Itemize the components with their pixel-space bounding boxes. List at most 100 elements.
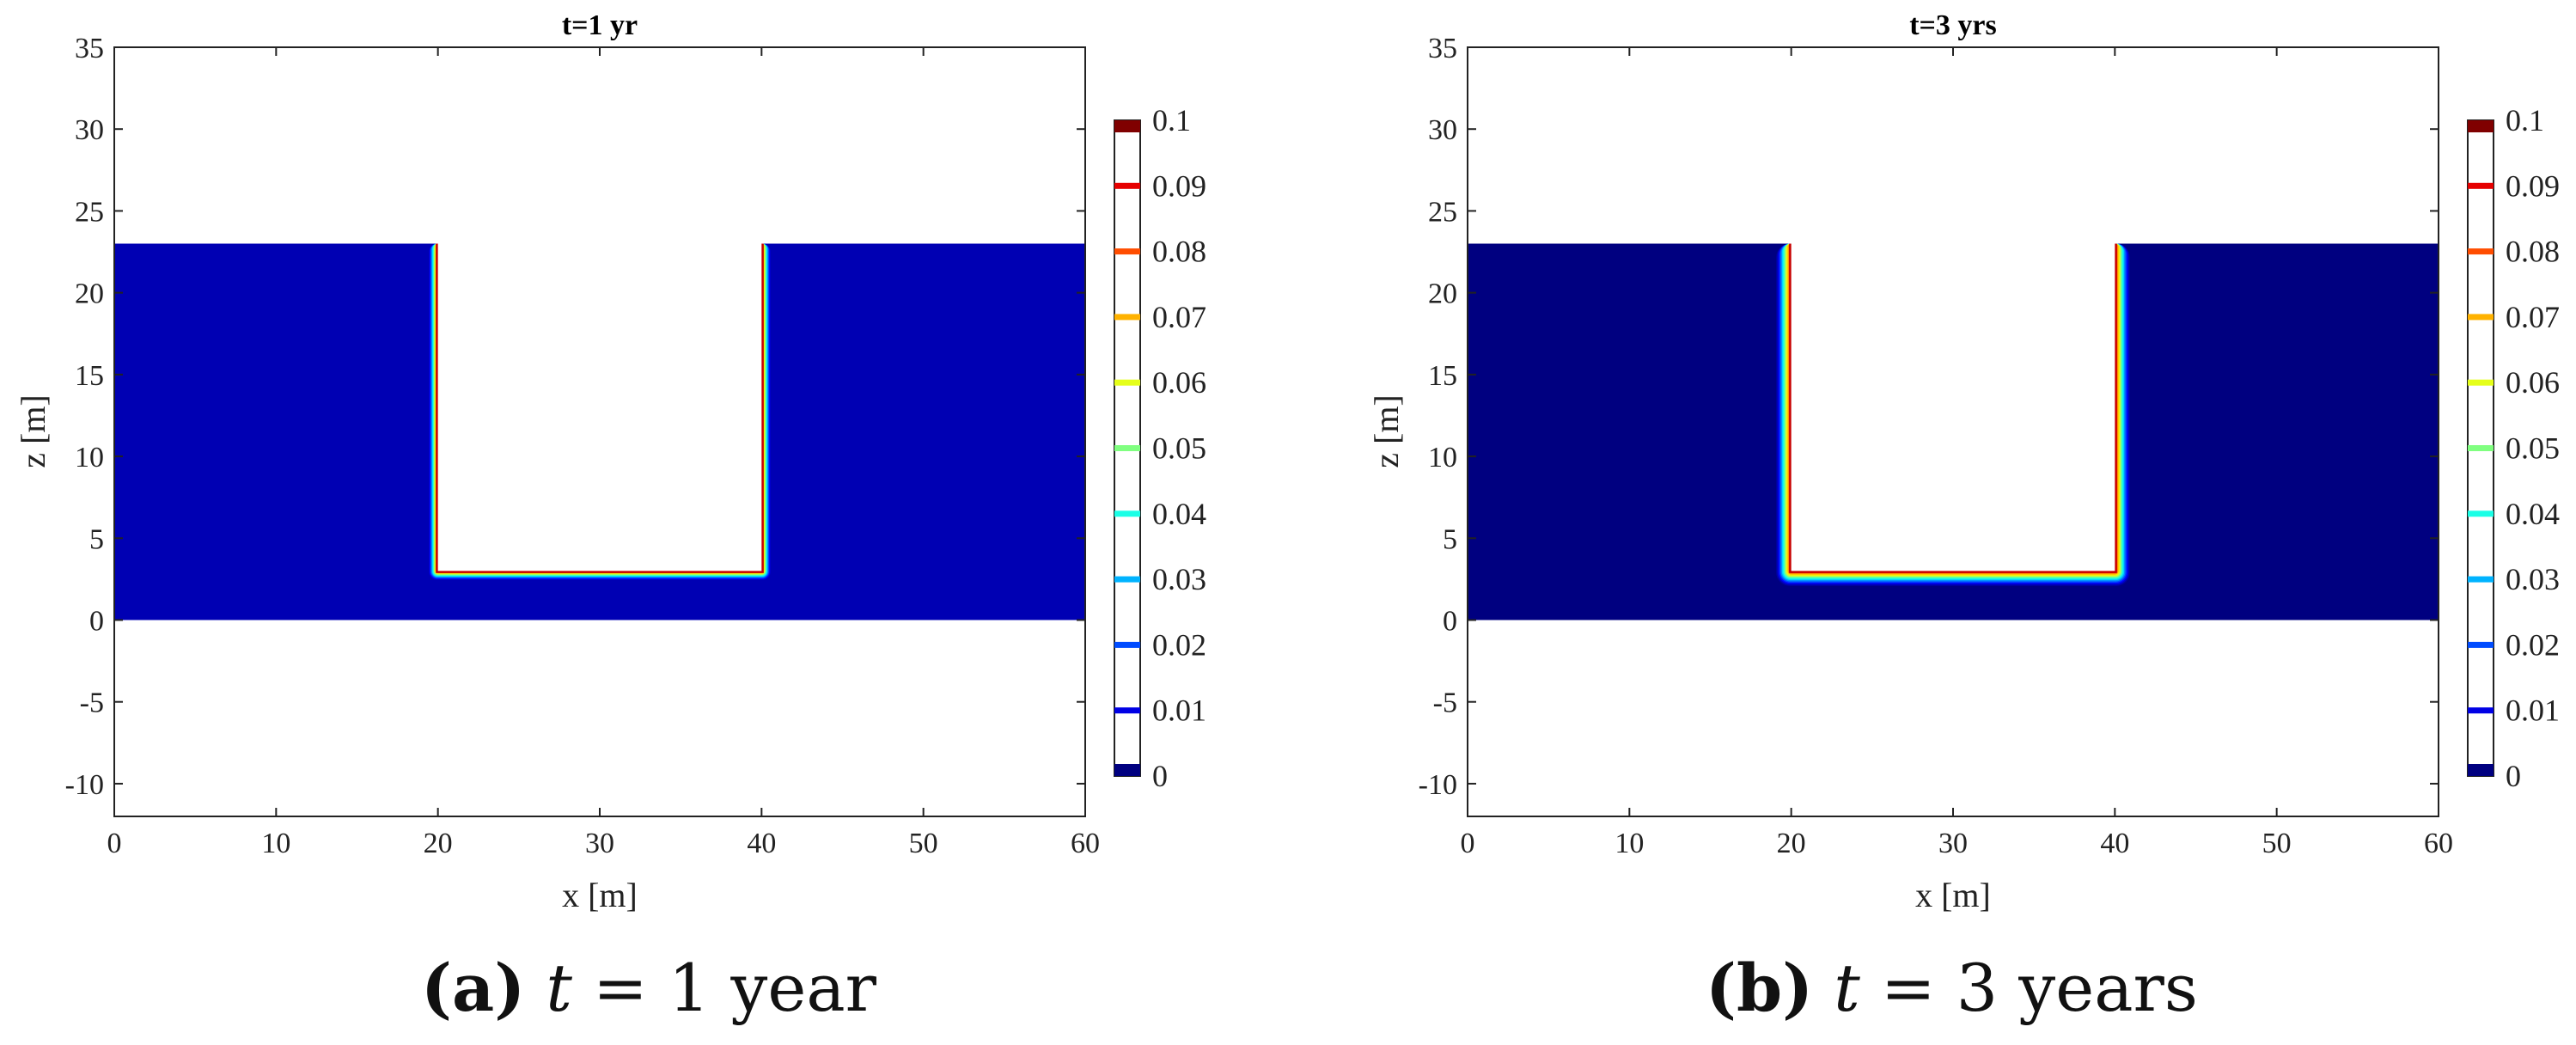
y-tick-label: 15 bbox=[75, 360, 104, 392]
colorbar-tick-label: 0.05 bbox=[2506, 431, 2560, 466]
colorbar-level bbox=[1114, 764, 1140, 776]
x-tick-label: 60 bbox=[1071, 828, 1100, 859]
colorbar-level bbox=[2468, 510, 2494, 517]
colorbar-level bbox=[1114, 248, 1140, 255]
colorbar-tick-label: 0.03 bbox=[1152, 562, 1206, 596]
colorbar-level bbox=[1114, 445, 1140, 451]
y-axis: 35 30 25 20 15 10 5 0 -5 -10 bbox=[1419, 33, 2439, 801]
excavation bbox=[1791, 242, 2115, 571]
colorbar-level bbox=[1114, 641, 1140, 648]
y-tick-label: 25 bbox=[1428, 196, 1457, 228]
colorbar-level bbox=[2468, 707, 2494, 714]
y-tick-label: 5 bbox=[1443, 523, 1457, 555]
colorbar-tick-label: 0 bbox=[2506, 759, 2521, 793]
x-tick-label: 10 bbox=[1615, 828, 1644, 859]
colorbar-level bbox=[2468, 120, 2494, 132]
caption-text: = 3 years bbox=[1880, 950, 2198, 1026]
panel-title: t=1 yr bbox=[562, 9, 638, 41]
colorbar-tick-label: 0.08 bbox=[1152, 235, 1206, 269]
y-tick-label: -5 bbox=[1433, 688, 1457, 719]
x-tick-label: 50 bbox=[2262, 828, 2292, 859]
y-tick-label: -5 bbox=[80, 688, 104, 719]
panel-b: t=3 yrs 0 10 20 30 40 50 60 35302520151050-5-1… bbox=[1367, 9, 2560, 914]
colorbar-tick-label: 0.09 bbox=[1152, 168, 1206, 203]
caption-a: (a) t = 1 year bbox=[421, 950, 876, 1026]
y-axis-label: z [m] bbox=[14, 394, 52, 468]
y-tick-label: 25 bbox=[75, 196, 104, 228]
excavation bbox=[437, 242, 762, 571]
heatmap-field bbox=[1468, 242, 2439, 620]
colorbar: 0.1 0.09 0.08 0.07 0.06 0.05 0.04 0.03 0.02 0.01 0 bbox=[1114, 103, 1206, 793]
x-tick-label: 60 bbox=[2424, 828, 2453, 859]
colorbar-level bbox=[2468, 314, 2494, 321]
colorbar-tick-label: 0.1 bbox=[2506, 103, 2544, 138]
caption-letter: (a) bbox=[421, 950, 526, 1026]
colorbar-tick-label: 0.07 bbox=[2506, 300, 2560, 334]
y-tick-label: 0 bbox=[89, 605, 104, 637]
caption-variable: t bbox=[1834, 950, 1860, 1026]
panel-a: t=1 yr 0 10 20 30 40 50 60 35302520151050-5-10… bbox=[14, 9, 1206, 914]
caption-variable: t bbox=[546, 950, 572, 1026]
colorbar-level bbox=[2468, 182, 2494, 189]
y-axis: 35 30 25 20 15 10 5 0 -5 -10 bbox=[65, 33, 1085, 801]
colorbar-level bbox=[2468, 641, 2494, 648]
x-tick-label: 40 bbox=[747, 828, 776, 859]
colorbar-level bbox=[2468, 445, 2494, 451]
colorbar-level bbox=[1114, 379, 1140, 386]
colorbar-tick-label: 0.02 bbox=[1152, 627, 1206, 662]
colorbar-level bbox=[2468, 576, 2494, 583]
colorbar-tick-label: 0.07 bbox=[1152, 300, 1206, 334]
colorbar-tick-label: 0 bbox=[1152, 759, 1168, 793]
caption-letter: (b) bbox=[1706, 950, 1814, 1026]
caption-b: (b) t = 3 years bbox=[1706, 950, 2198, 1026]
heatmap-field bbox=[114, 242, 1085, 620]
x-tick-label: 0 bbox=[107, 828, 122, 859]
colorbar-tick-label: 0.01 bbox=[2506, 694, 2560, 728]
colorbar-level bbox=[1114, 707, 1140, 714]
colorbar-level bbox=[1114, 314, 1140, 321]
colorbar-tick-label: 0.06 bbox=[2506, 365, 2560, 400]
y-tick-label: 10 bbox=[75, 442, 104, 474]
colorbar-tick-label: 0.01 bbox=[1152, 694, 1206, 728]
y-tick-label: 20 bbox=[1428, 278, 1457, 310]
y-tick-label: -10 bbox=[1419, 769, 1457, 801]
x-tick-label: 50 bbox=[909, 828, 938, 859]
x-axis: 0 10 20 30 40 50 60 bbox=[1461, 47, 2453, 859]
colorbar-level bbox=[2468, 764, 2494, 776]
colorbar-tick-label: 0.04 bbox=[2506, 497, 2560, 531]
x-tick-label: 0 bbox=[1461, 828, 1475, 859]
y-tick-label: 5 bbox=[89, 523, 104, 555]
y-tick-label: 30 bbox=[1428, 114, 1457, 146]
panel-title: t=3 yrs bbox=[1909, 9, 1997, 41]
x-axis-label: x [m] bbox=[562, 876, 638, 914]
y-tick-label: 15 bbox=[1428, 360, 1457, 392]
colorbar-tick-label: 0.05 bbox=[1152, 431, 1206, 466]
colorbar-level bbox=[1114, 120, 1140, 132]
colorbar-tick-label: 0.08 bbox=[2506, 235, 2560, 269]
y-tick-label: 20 bbox=[75, 278, 104, 310]
caption-text: = 1 year bbox=[593, 950, 876, 1026]
colorbar-tick-label: 0.09 bbox=[2506, 168, 2560, 203]
y-tick-label: 30 bbox=[75, 114, 104, 146]
y-axis-label: z [m] bbox=[1367, 394, 1406, 468]
y-tick-label: 35 bbox=[75, 33, 104, 64]
y-tick-label: 35 bbox=[1428, 33, 1457, 64]
colorbar-tick-label: 0.04 bbox=[1152, 497, 1206, 531]
x-tick-label: 40 bbox=[2100, 828, 2129, 859]
colorbar-level bbox=[2468, 379, 2494, 386]
colorbar-tick-label: 0.03 bbox=[2506, 562, 2560, 596]
colorbar-tick-label: 0.06 bbox=[1152, 365, 1206, 400]
x-tick-label: 20 bbox=[1777, 828, 1806, 859]
colorbar: 0.1 0.09 0.08 0.07 0.06 0.05 0.04 0.03 0.02 0.01 0 bbox=[2467, 103, 2560, 793]
colorbar-tick-label: 0.02 bbox=[2506, 627, 2560, 662]
y-tick-label: 10 bbox=[1428, 442, 1457, 474]
colorbar-level bbox=[1114, 576, 1140, 583]
x-tick-label: 20 bbox=[424, 828, 453, 859]
x-tick-label: 30 bbox=[1938, 828, 1968, 859]
x-axis-label: x [m] bbox=[1915, 876, 1991, 914]
x-tick-label: 30 bbox=[585, 828, 614, 859]
x-axis: 0 10 20 30 40 50 60 bbox=[107, 47, 1100, 859]
y-tick-label: -10 bbox=[65, 769, 104, 801]
colorbar-tick-label: 0.1 bbox=[1152, 103, 1191, 138]
colorbar-level bbox=[2468, 248, 2494, 255]
